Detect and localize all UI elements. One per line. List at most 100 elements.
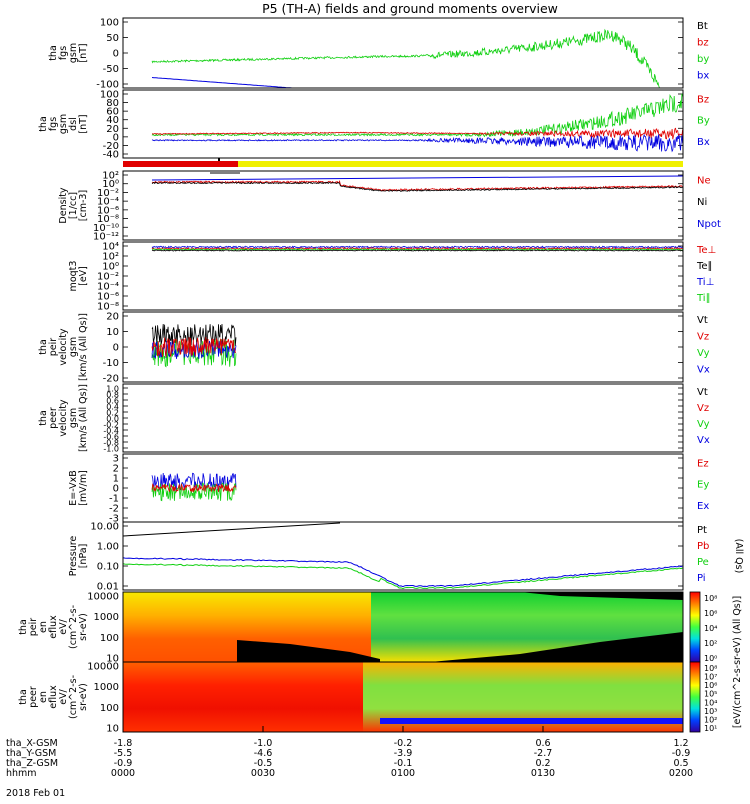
colorbar-tick-label: 10⁵ (704, 690, 717, 699)
legend-Pe: Pe (697, 557, 709, 568)
legend-Bx: Bx (697, 137, 710, 148)
legend-bx: bx (697, 70, 709, 81)
spectro-column (499, 662, 508, 732)
y-tick-label: 80 (106, 98, 119, 109)
spectro-column (323, 662, 332, 732)
ylabel-line: eV/ (58, 688, 69, 704)
spectro-column (547, 662, 556, 732)
spectro-column (443, 662, 452, 732)
spectro-column (267, 592, 276, 662)
spectro-column (547, 592, 556, 662)
ylabel-line: [nPa] (78, 544, 89, 569)
ylabel-line: Density (58, 187, 69, 223)
legend-Ti⊥: Ti⊥ (696, 277, 714, 288)
spectro-column (491, 592, 500, 662)
ylabel-line: tha (18, 619, 29, 635)
y-tick-label: 10⁻⁶ (97, 205, 119, 216)
legend-Vy: Vy (697, 348, 710, 359)
ylabel-fgs_gsm_dsl: tha fgs gsm dsl [nT] (38, 114, 89, 134)
spectro-column (539, 592, 548, 662)
spectro-column (403, 592, 412, 662)
spectro-column (347, 592, 356, 662)
colorbar-tick-label: 10⁶ (704, 609, 717, 618)
legend-Vx: Vx (697, 364, 710, 375)
y-tick-label: 0.6 (106, 397, 119, 406)
colorbar-tick-label: 10² (704, 715, 717, 724)
legend-Ey: Ey (697, 480, 709, 491)
spectro-column (371, 662, 380, 732)
spectro-column (675, 662, 684, 732)
spectro-column (451, 592, 460, 662)
ylabel-line: [km/s (All Qs)] (78, 384, 89, 452)
spectro-column (563, 592, 572, 662)
spectro-column (411, 662, 420, 732)
x-row-label: hhmm (6, 768, 37, 779)
spectro-column (443, 592, 452, 662)
y-tick-label: 10⁰ (102, 262, 119, 273)
series-Ti (151, 245, 683, 249)
ylabel-pressure: Pressure [nPa] (68, 536, 89, 577)
spectro-column (635, 662, 644, 732)
y-tick-label: 10⁻⁴ (97, 282, 119, 293)
legend-Pb: Pb (697, 541, 709, 552)
y-tick-label: -0.6 (103, 433, 119, 442)
y-tick-label: 10⁻⁸ (97, 214, 119, 225)
y-tick-label: -50 (103, 64, 119, 75)
spectro-column (419, 662, 428, 732)
spectro-column (131, 592, 140, 662)
spectro-column (395, 662, 404, 732)
ylabel-line: peer (28, 686, 39, 708)
spectro-column (299, 592, 308, 662)
panel-frame (122, 89, 684, 159)
spectro-blue-band (380, 718, 683, 724)
spectro-column (147, 592, 156, 662)
spectro-column (195, 662, 204, 732)
spectro-column (339, 592, 348, 662)
spectro-column (307, 662, 316, 732)
ylabel-line: (cm^2-s- (68, 675, 79, 719)
spectro-column (347, 662, 356, 732)
spectro-column (371, 592, 380, 662)
spectro-column (515, 662, 524, 732)
x-row-value: 0000 (111, 768, 135, 779)
y-tick-label: 10 (106, 654, 119, 665)
panel-peer_en_eflux: tha peer en eflux eV/(cm^2-s-sr-eV) 10000 1000… (18, 661, 684, 735)
ylabel-line: en (38, 621, 49, 633)
ylabel-line: peer (48, 407, 59, 429)
y-tick-label: -20 (103, 374, 119, 385)
spectro-column (603, 662, 612, 732)
spectro-column (363, 592, 372, 662)
legend-Te⊥: Te⊥ (696, 245, 716, 256)
spectro-column (427, 592, 436, 662)
y-tick-label: 10⁴ (102, 242, 119, 253)
spectro-column (507, 662, 516, 732)
series-Ey (151, 482, 237, 502)
legend-Ti∥: Ti∥ (696, 293, 711, 304)
spectro-column (491, 662, 500, 732)
panel-fgs_gsm: tha fgs gsm [nT] 100 50 0 -50 -100 Bt bz by bx (48, 17, 709, 91)
legend-Vt: Vt (697, 387, 708, 398)
spectro-column (243, 592, 252, 662)
ylabel-line: (cm^2-s- (68, 605, 79, 649)
x-row-value: 1.2 (673, 738, 688, 749)
y-tick-label: 0 (113, 343, 119, 354)
ylabel-line: [nT] (78, 114, 89, 133)
series-Npot (151, 175, 684, 181)
spectro-column (435, 662, 444, 732)
ylabel-temperature: moqt3 [eV] (68, 261, 89, 292)
spectro-column (435, 592, 444, 662)
spectro-column (579, 592, 588, 662)
panel-frame (122, 521, 684, 591)
spectro-column (123, 592, 132, 662)
x-row-value: -0.2 (394, 738, 413, 749)
spectro-column (283, 592, 292, 662)
colorbar-tick-label: 10³ (704, 707, 717, 716)
series-peer_en_eflux (123, 662, 684, 732)
y-tick-label: 10⁻⁴ (97, 197, 119, 208)
spectro-column (227, 592, 236, 662)
colorbar-tick-label: 10² (704, 639, 717, 648)
ylabel-line: fgs (58, 46, 69, 60)
ylabel-line: fgs (48, 117, 59, 131)
spectro-column (467, 592, 476, 662)
